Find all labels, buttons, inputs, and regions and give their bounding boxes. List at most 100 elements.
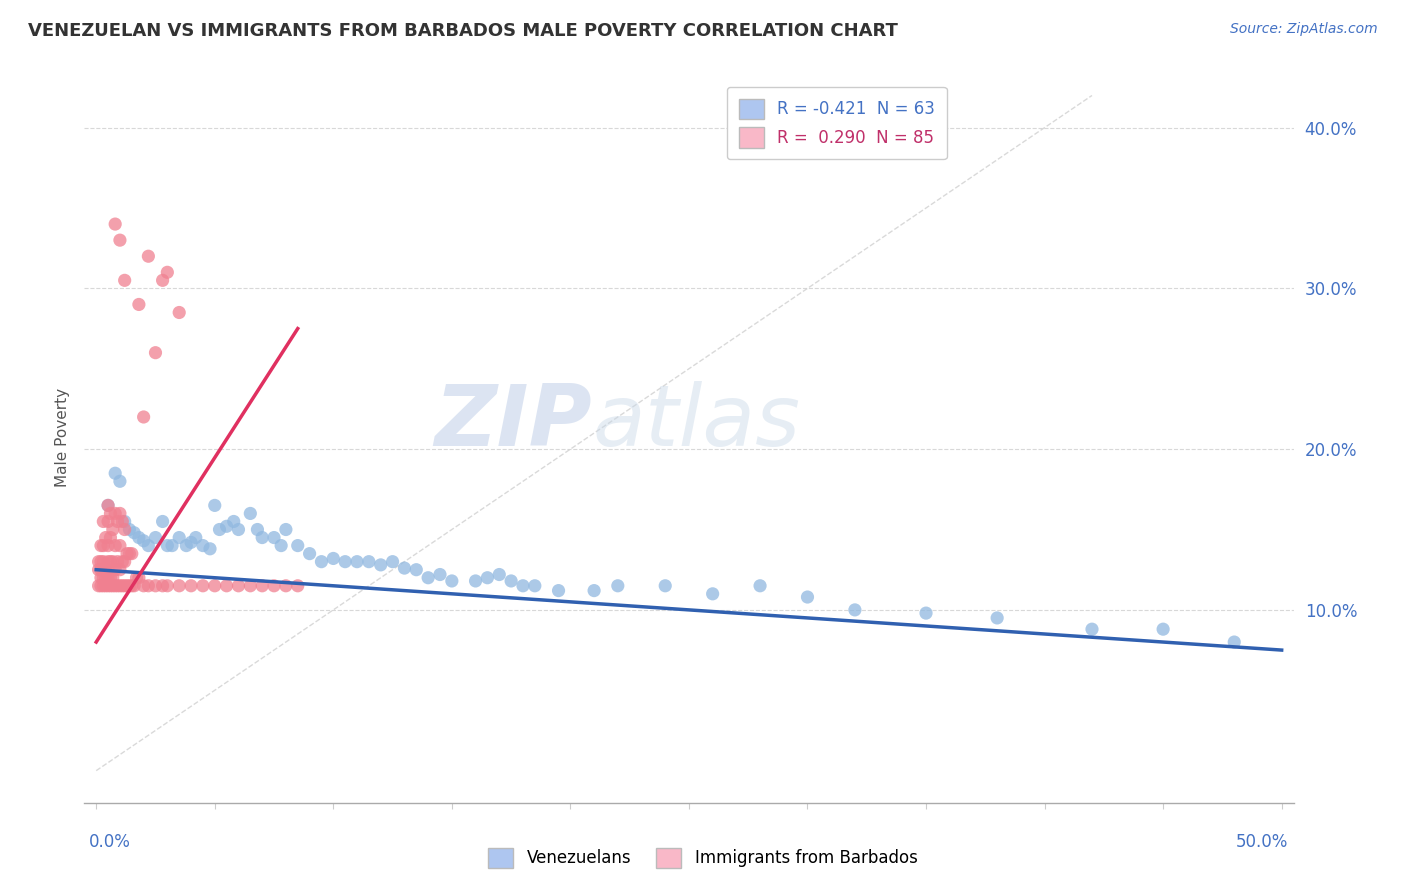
Point bbox=[114, 555, 136, 569]
Y-axis label: Male Poverty: Male Poverty bbox=[55, 387, 70, 487]
Point bbox=[228, 523, 250, 537]
Point bbox=[94, 563, 117, 577]
Point bbox=[107, 555, 129, 569]
Point bbox=[270, 539, 292, 553]
Point bbox=[104, 507, 127, 521]
Point bbox=[101, 555, 124, 569]
Point bbox=[239, 507, 262, 521]
Point bbox=[132, 579, 155, 593]
Point bbox=[204, 579, 226, 593]
Point bbox=[250, 579, 273, 593]
Point bbox=[333, 555, 356, 569]
Point bbox=[263, 531, 285, 545]
Text: 50.0%: 50.0% bbox=[1236, 833, 1289, 851]
Legend: R = -0.421  N = 63, R =  0.290  N = 85: R = -0.421 N = 63, R = 0.290 N = 85 bbox=[727, 87, 946, 160]
Point bbox=[94, 579, 117, 593]
Point bbox=[97, 539, 120, 553]
Point bbox=[114, 273, 136, 287]
Point bbox=[145, 531, 167, 545]
Point bbox=[90, 563, 112, 577]
Point bbox=[118, 579, 141, 593]
Point bbox=[191, 539, 214, 553]
Point bbox=[418, 571, 440, 585]
Point bbox=[100, 571, 122, 585]
Point bbox=[145, 579, 167, 593]
Point bbox=[488, 567, 510, 582]
Text: atlas: atlas bbox=[592, 381, 800, 464]
Point bbox=[167, 579, 190, 593]
Point bbox=[90, 555, 112, 569]
Point bbox=[208, 523, 231, 537]
Point bbox=[156, 579, 179, 593]
Point bbox=[104, 539, 127, 553]
Point bbox=[440, 574, 463, 588]
Point bbox=[125, 571, 148, 585]
Point bbox=[180, 579, 202, 593]
Point bbox=[94, 571, 117, 585]
Point bbox=[111, 515, 134, 529]
Point bbox=[287, 539, 309, 553]
Point bbox=[100, 531, 122, 545]
Point bbox=[160, 539, 183, 553]
Point bbox=[104, 579, 127, 593]
Point bbox=[156, 539, 179, 553]
Point bbox=[91, 555, 114, 569]
Point bbox=[215, 579, 238, 593]
Point bbox=[118, 523, 141, 537]
Point bbox=[91, 515, 114, 529]
Point bbox=[749, 579, 772, 593]
Point bbox=[108, 233, 131, 247]
Point bbox=[523, 579, 546, 593]
Point bbox=[152, 273, 174, 287]
Point bbox=[583, 583, 606, 598]
Point bbox=[122, 525, 145, 540]
Point bbox=[986, 611, 1008, 625]
Point bbox=[287, 579, 309, 593]
Point bbox=[101, 571, 124, 585]
Point bbox=[246, 523, 269, 537]
Text: 0.0%: 0.0% bbox=[89, 833, 131, 851]
Point bbox=[477, 571, 499, 585]
Point bbox=[274, 579, 297, 593]
Point bbox=[464, 574, 486, 588]
Point bbox=[394, 561, 416, 575]
Point bbox=[145, 345, 167, 359]
Point bbox=[114, 523, 136, 537]
Point bbox=[91, 579, 114, 593]
Point bbox=[87, 563, 110, 577]
Point bbox=[91, 571, 114, 585]
Point bbox=[152, 579, 174, 593]
Point bbox=[128, 571, 150, 585]
Point bbox=[228, 579, 250, 593]
Point bbox=[100, 579, 122, 593]
Point bbox=[547, 583, 569, 598]
Text: Source: ZipAtlas.com: Source: ZipAtlas.com bbox=[1230, 22, 1378, 37]
Point bbox=[111, 579, 134, 593]
Point bbox=[107, 515, 129, 529]
Point bbox=[104, 467, 127, 481]
Point bbox=[118, 547, 141, 561]
Point bbox=[346, 555, 368, 569]
Point bbox=[370, 558, 392, 572]
Point bbox=[97, 499, 120, 513]
Point bbox=[298, 547, 321, 561]
Point bbox=[121, 547, 143, 561]
Point bbox=[94, 531, 117, 545]
Point bbox=[512, 579, 534, 593]
Point bbox=[654, 579, 676, 593]
Point bbox=[138, 539, 160, 553]
Point bbox=[97, 515, 120, 529]
Point bbox=[132, 533, 155, 548]
Point bbox=[101, 523, 124, 537]
Point bbox=[121, 579, 143, 593]
Point bbox=[702, 587, 724, 601]
Point bbox=[111, 555, 134, 569]
Point bbox=[97, 563, 120, 577]
Point bbox=[915, 606, 938, 620]
Point bbox=[844, 603, 866, 617]
Point bbox=[104, 563, 127, 577]
Point bbox=[90, 539, 112, 553]
Point bbox=[222, 515, 245, 529]
Point bbox=[128, 297, 150, 311]
Text: ZIP: ZIP bbox=[434, 381, 592, 464]
